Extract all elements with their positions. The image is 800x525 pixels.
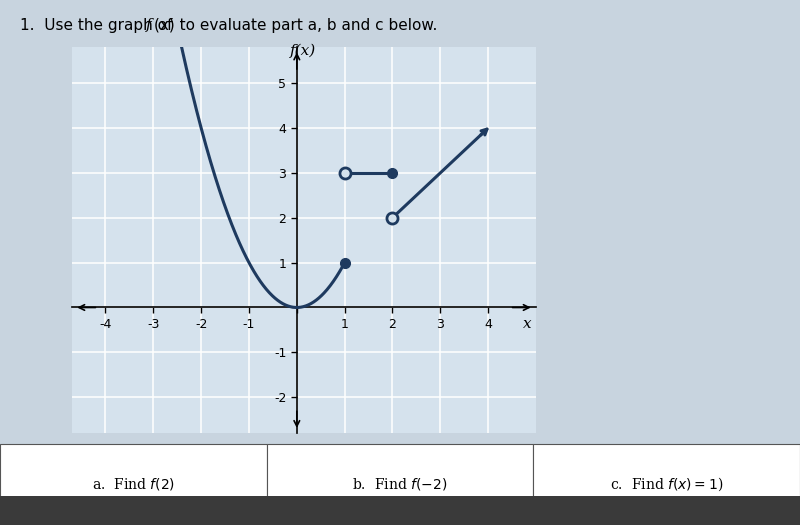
Text: x: x xyxy=(523,317,532,331)
Text: b.  Find $f(-2)$: b. Find $f(-2)$ xyxy=(352,476,448,492)
Text: c.  Find $f(x) = 1$): c. Find $f(x) = 1$) xyxy=(610,476,723,493)
Text: f: f xyxy=(146,18,152,33)
Text: (x) to evaluate part a, b and c below.: (x) to evaluate part a, b and c below. xyxy=(154,18,438,34)
Text: 1.  Use the graph of: 1. Use the graph of xyxy=(20,18,178,34)
Text: a.  Find $f(2)$: a. Find $f(2)$ xyxy=(92,476,175,492)
Text: f(x): f(x) xyxy=(290,44,316,58)
